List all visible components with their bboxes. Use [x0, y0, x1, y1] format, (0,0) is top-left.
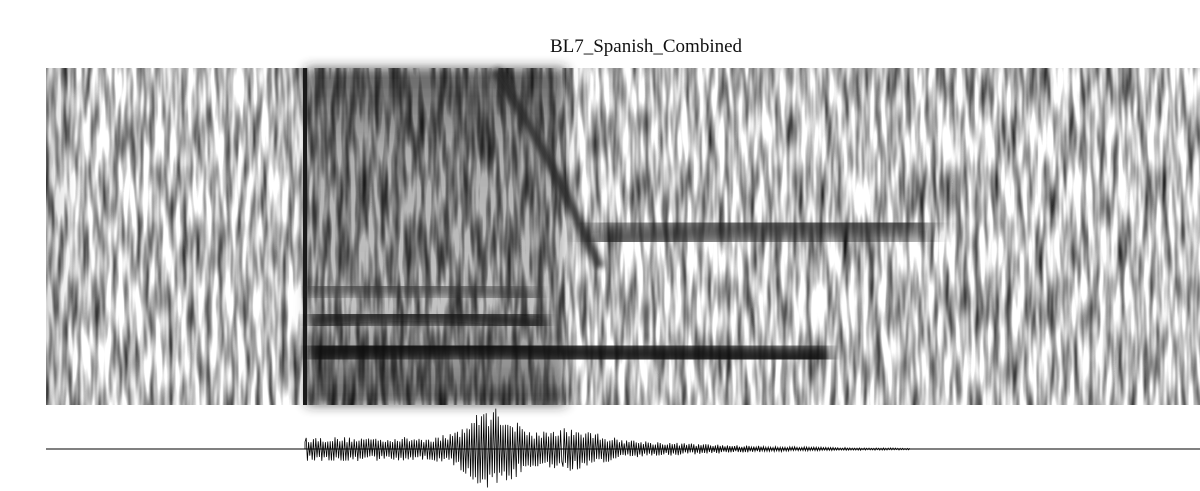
formant-band	[310, 315, 545, 325]
waveform	[46, 409, 1200, 488]
edge-shade	[46, 68, 76, 405]
formant-band	[310, 347, 830, 358]
formant-band	[590, 224, 930, 240]
waveform-signal	[305, 409, 910, 488]
onset-burst	[303, 68, 307, 405]
page: BL7_Spanish_Combined (() => { const data…	[0, 0, 1200, 491]
figure: BL7_Spanish_Combined	[0, 0, 1200, 491]
figure-title: BL7_Spanish_Combined	[550, 36, 743, 57]
spectrogram	[46, 68, 1200, 405]
